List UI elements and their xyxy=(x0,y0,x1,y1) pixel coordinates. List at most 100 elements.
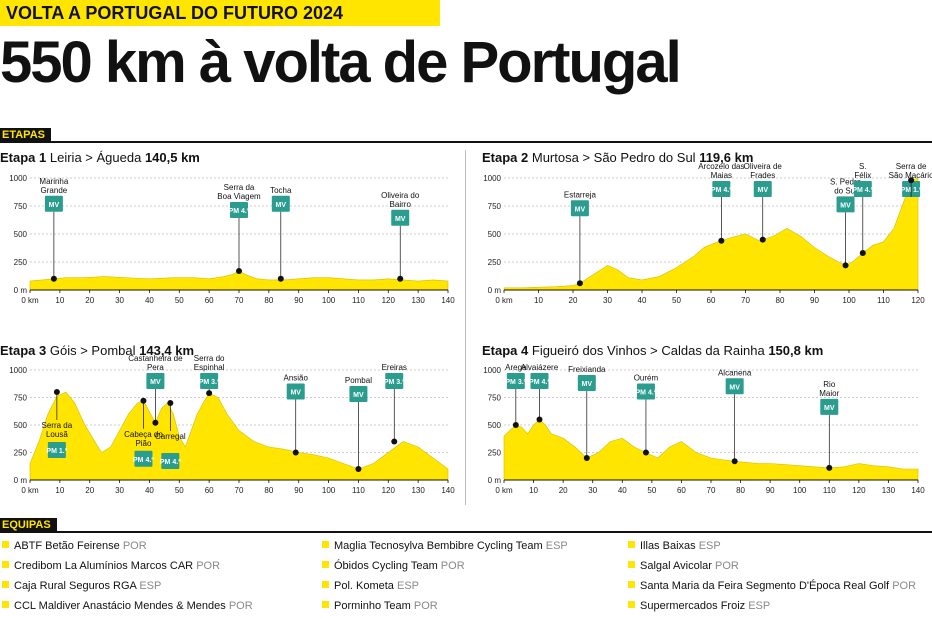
y-tick-label: 0 m xyxy=(488,286,502,295)
marker-point xyxy=(236,267,242,274)
x-tick-label: 100 xyxy=(842,296,856,305)
stage-4-profile-chart: 0 m 250 500 750 1000 0 km 10 20 30 40 50 60 70 80 90 10… xyxy=(483,363,925,495)
team-bullet xyxy=(2,581,9,588)
x-tick-label: 80 xyxy=(264,296,273,305)
stage-1-title: Etapa 1 Leiria > Águeda 140,5 km xyxy=(0,150,200,165)
marker-label: Félix xyxy=(854,171,871,180)
team-bullet xyxy=(322,561,329,568)
stage-3-distance: 143,4 km xyxy=(139,343,195,358)
team-item: Santa Maria da Feira Segmento D'Época Re… xyxy=(628,580,916,593)
marker-badge-text: MV xyxy=(582,381,593,388)
marker-label: Castanheira de xyxy=(128,354,183,363)
team-item: ABTF Betão Feirense POR xyxy=(2,540,147,553)
y-tick-label: 500 xyxy=(14,230,28,239)
x-tick-label: 50 xyxy=(647,486,656,495)
marker-badge xyxy=(820,398,839,415)
marker-badge xyxy=(271,195,290,212)
x-tick-label: 60 xyxy=(205,296,214,305)
x-tick-label: 70 xyxy=(235,486,244,495)
teams-rule xyxy=(0,531,932,533)
team-country: POR xyxy=(122,540,147,552)
marker-point xyxy=(277,275,284,282)
marker-label: Espinhal xyxy=(194,363,225,372)
marker-point xyxy=(512,422,519,428)
marker-badge-text: PM 1.ª xyxy=(46,448,67,455)
marker-badge xyxy=(161,453,180,469)
marker-label: Estarreja xyxy=(564,190,597,199)
marker-badge xyxy=(286,383,305,400)
teams-list: ABTF Betão Feirense POR Credibom La Alumí… xyxy=(0,540,932,620)
y-tick-label: 250 xyxy=(14,449,28,458)
x-tick-label: 20 xyxy=(85,296,94,305)
x-tick-label: 80 xyxy=(264,486,273,495)
x-tick-label: 60 xyxy=(707,296,716,305)
marker-label: do Sul xyxy=(834,186,857,195)
team-item: Pol. Kometa ESP xyxy=(322,580,419,593)
profile-marker: Estarreja MV xyxy=(564,190,597,287)
profile-marker: Tocha MV xyxy=(270,186,292,282)
stage-1-profile-chart: 0 m 250 500 750 1000 0 km 10 20 30 40 50 60 70 80 90 10… xyxy=(9,174,455,305)
x-tick-label: 70 xyxy=(235,296,244,305)
x-tick-label: 40 xyxy=(145,486,154,495)
marker-label: Serra do xyxy=(194,354,225,363)
team-bullet xyxy=(628,581,635,588)
team-country: ESP xyxy=(545,540,568,552)
profile-marker: S.Félix PM 4.ª xyxy=(852,162,874,257)
x-tick-label: 100 xyxy=(322,296,336,305)
marker-label: Pião xyxy=(135,439,152,448)
marker-badge-text: PM 4.ª xyxy=(229,208,250,215)
x-tick-label: 130 xyxy=(411,296,425,305)
stage-1-distance: 140,5 km xyxy=(144,150,200,165)
y-tick-label: 750 xyxy=(488,394,502,403)
kicker-text: VOLTA A PORTUGAL DO FUTURO 2024 xyxy=(6,3,344,23)
marker-point xyxy=(859,250,866,257)
marker-badge xyxy=(577,375,596,391)
x-tick-label: 70 xyxy=(707,486,716,495)
marker-label: Tocha xyxy=(270,186,292,195)
marker-badge-text: MV xyxy=(353,392,364,399)
y-tick-label: 1000 xyxy=(9,366,27,375)
marker-badge xyxy=(200,373,219,389)
x-tick-label: 20 xyxy=(85,486,94,495)
team-name: Porminho Team xyxy=(334,600,414,612)
team-bullet xyxy=(322,541,329,548)
stage-2-distance: 119,6 km xyxy=(699,150,754,165)
marker-badge-text: PM 4.ª xyxy=(711,187,732,194)
x-tick-label: 120 xyxy=(852,486,866,495)
x-tick-label: 140 xyxy=(441,296,455,305)
x-tick-label: 30 xyxy=(115,296,124,305)
marker-label: S. xyxy=(859,162,867,171)
y-tick-label: 0 m xyxy=(488,476,502,485)
team-country: ESP xyxy=(396,580,419,592)
x-tick-label: 10 xyxy=(55,486,64,495)
marker-label: Freixianda xyxy=(568,365,606,374)
marker-label: Alcanena xyxy=(718,368,752,377)
team-item: Caja Rural Seguros RGA ESP xyxy=(2,580,161,593)
team-name: Caja Rural Seguros RGA xyxy=(14,580,140,592)
x-tick-label: 70 xyxy=(741,296,750,305)
marker-label: Frades xyxy=(750,171,775,180)
team-country: POR xyxy=(228,600,253,612)
marker-label: Serra de xyxy=(896,162,927,171)
marker-badge xyxy=(391,209,410,226)
x-tick-label: 10 xyxy=(55,296,64,305)
marker-point xyxy=(842,262,849,269)
marker-badge-text: MV xyxy=(758,187,769,194)
marker-point xyxy=(152,419,159,426)
team-name: CCL Maldiver Anastácio Mendes & Mendes xyxy=(14,600,229,612)
stage-3-route: Góis > Pombal xyxy=(49,343,136,358)
marker-point xyxy=(583,455,590,461)
x-tick-label: 20 xyxy=(569,296,578,305)
team-item: Maglia Tecnosylva Bembibre Cycling Team … xyxy=(322,540,568,553)
team-name: Maglia Tecnosylva Bembibre Cycling Team xyxy=(334,540,546,552)
profile-marker: Ereiras PM 3.ª xyxy=(382,363,407,445)
marker-label: Lousã xyxy=(46,430,68,439)
marker-badge-text: MV xyxy=(150,379,161,386)
